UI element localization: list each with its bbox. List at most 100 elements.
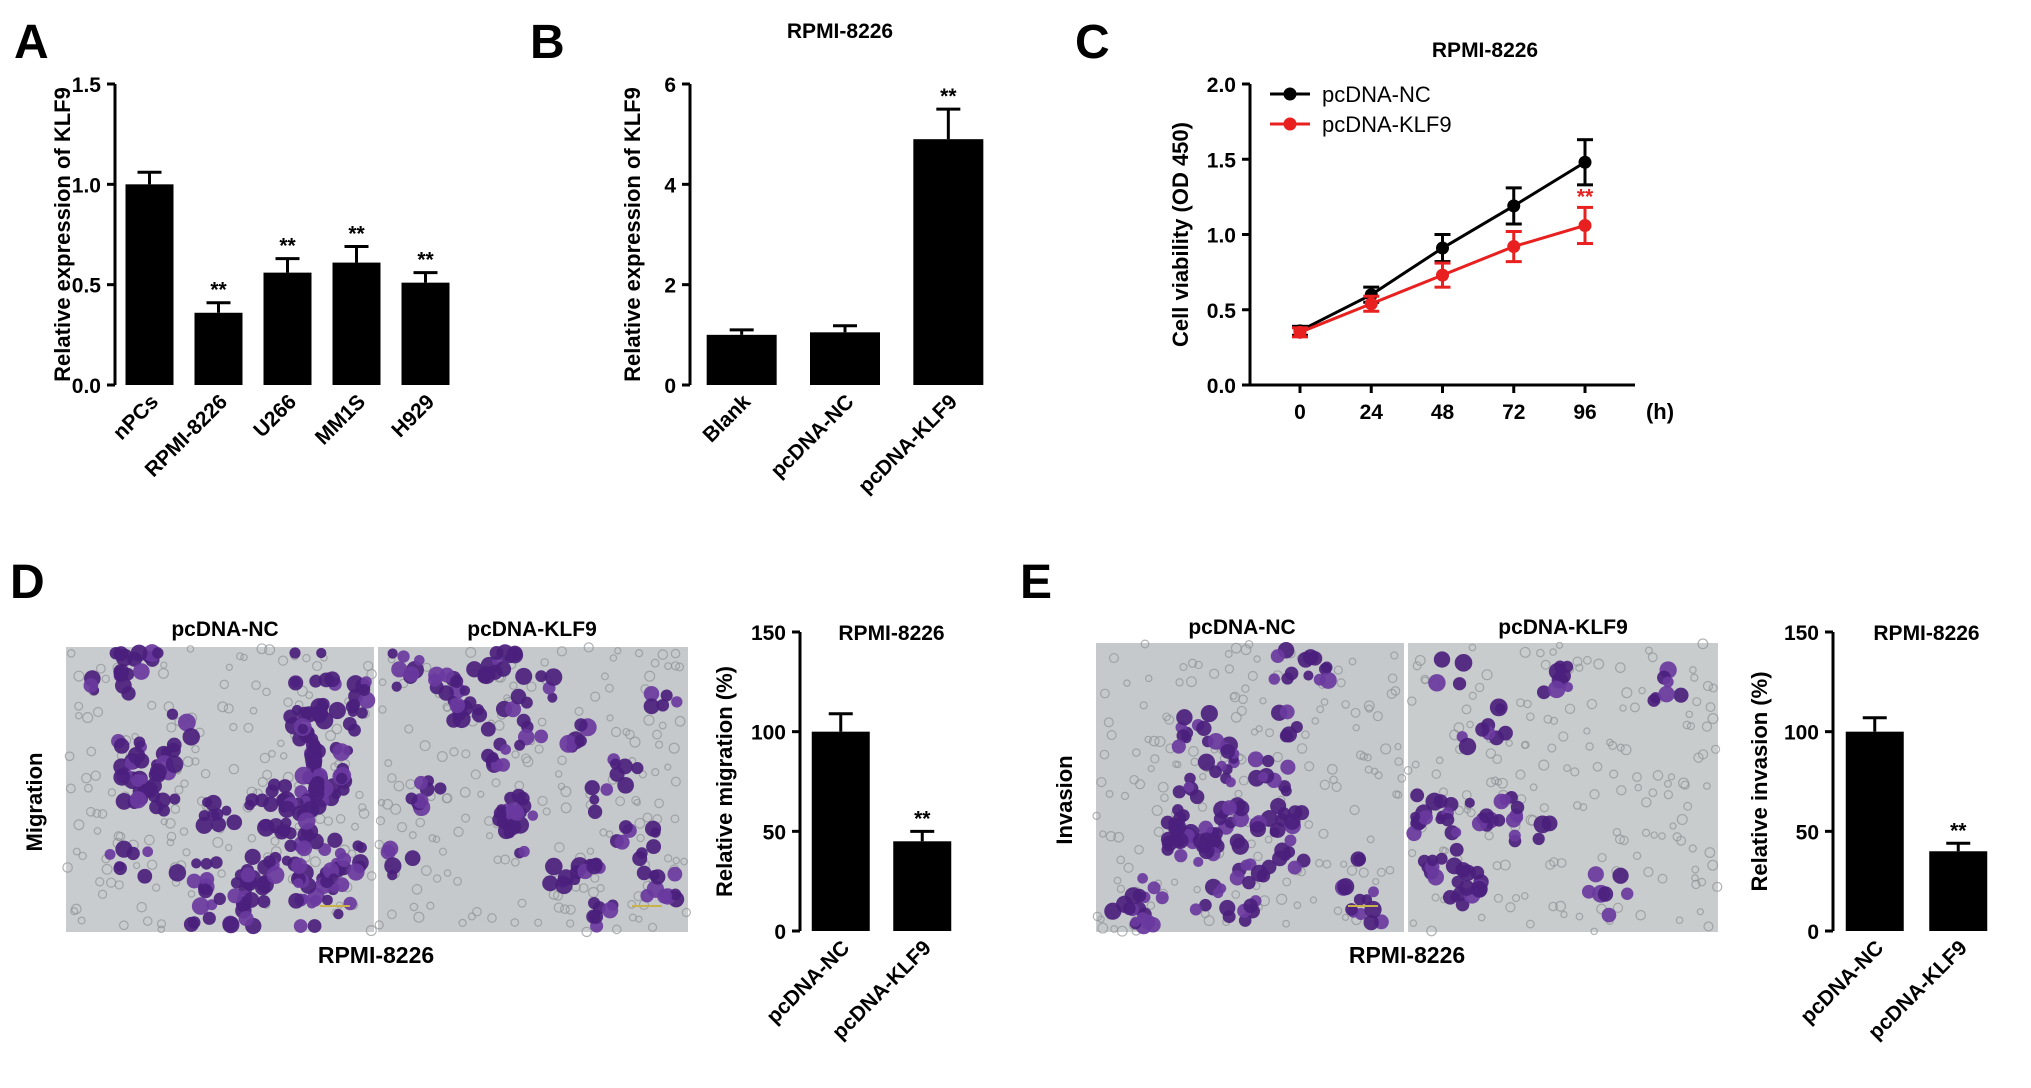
pore [1247,670,1258,682]
pore [1468,691,1477,700]
stained-cell [1319,671,1337,689]
y-tick-label: 100 [751,722,786,745]
stained-cell [1350,851,1366,867]
pore [180,779,189,788]
stained-cell [1418,810,1433,825]
pore [187,890,196,898]
pore [1329,775,1338,785]
pore [1652,770,1664,781]
stained-cells-migration-nc [62,643,377,937]
stained-cell [309,895,322,907]
pore [382,798,394,810]
pore [95,877,105,887]
pore [97,809,108,819]
pore [1703,921,1714,932]
pore [217,869,226,878]
pore [1539,803,1549,813]
pore [1691,865,1700,874]
pore [565,904,576,915]
stained-cell [262,796,279,813]
pore [170,804,181,814]
pore [1272,751,1283,763]
pore [1147,765,1155,773]
y-tick-label: 1.0 [1207,225,1236,248]
stained-cell [1243,898,1258,913]
pore [1707,859,1719,871]
pore [1097,922,1109,934]
stained-cell [199,872,215,887]
stained-cell [1242,875,1256,890]
stained-cell [127,746,146,765]
pore [335,814,346,824]
bar [1845,731,1904,931]
stained-cell [293,878,304,889]
pore [553,902,565,913]
pore [74,711,83,720]
pore [1238,775,1249,786]
pore [179,827,189,836]
pore [1643,866,1654,878]
stained-cell [601,902,619,919]
pore [1230,642,1242,654]
stained-cell [1221,800,1237,816]
bar [893,841,952,931]
pore [1301,730,1310,739]
pore [1650,831,1658,839]
stained-cell [650,827,661,838]
pore [1543,714,1553,724]
pore [1363,700,1375,712]
pore [228,763,240,775]
pore [1092,811,1101,820]
pore [1170,878,1179,886]
pore [377,798,386,807]
pore [1590,927,1598,936]
stained-cell [1548,663,1566,681]
pore [277,739,285,748]
significance-label: ** [1950,819,1967,842]
pore [590,691,601,702]
pore [583,642,594,653]
stained-cell [182,728,200,746]
pore [1691,874,1699,882]
pore [240,653,248,662]
stained-cell [142,846,154,858]
data-point [1364,288,1378,302]
pore [670,776,681,787]
stained-cell [1124,887,1142,905]
pore [674,715,686,727]
pore [1376,867,1386,877]
stained-cell [434,782,447,795]
stained-cell [310,698,329,716]
stained-cell [1452,677,1467,691]
pore [644,670,656,682]
pore [426,901,435,910]
stained-cell [186,873,202,889]
pore [83,783,93,793]
y-tick-label: 4 [664,174,676,197]
stained-cell [555,876,573,895]
stained-cell [327,832,343,848]
pore [1685,710,1694,719]
stained-cell [480,721,496,737]
pore [432,874,442,883]
stained-cell [126,846,140,861]
pore [86,746,97,757]
pore [262,769,273,780]
pore [73,670,85,682]
stained-cell [463,696,477,709]
bar [706,334,777,385]
stained-cell [358,691,376,709]
pore [1333,665,1343,675]
pore [77,916,86,925]
y-tick-label: 0.0 [72,375,101,398]
legend-label: pcDNA-NC [1322,82,1431,107]
pore [393,780,405,792]
pore [510,857,520,867]
pore [1658,832,1666,840]
stained-cell [198,883,213,899]
stained-cell [1258,771,1269,782]
stained-cell [559,734,578,753]
pore [1697,749,1709,760]
pore [1549,716,1559,725]
